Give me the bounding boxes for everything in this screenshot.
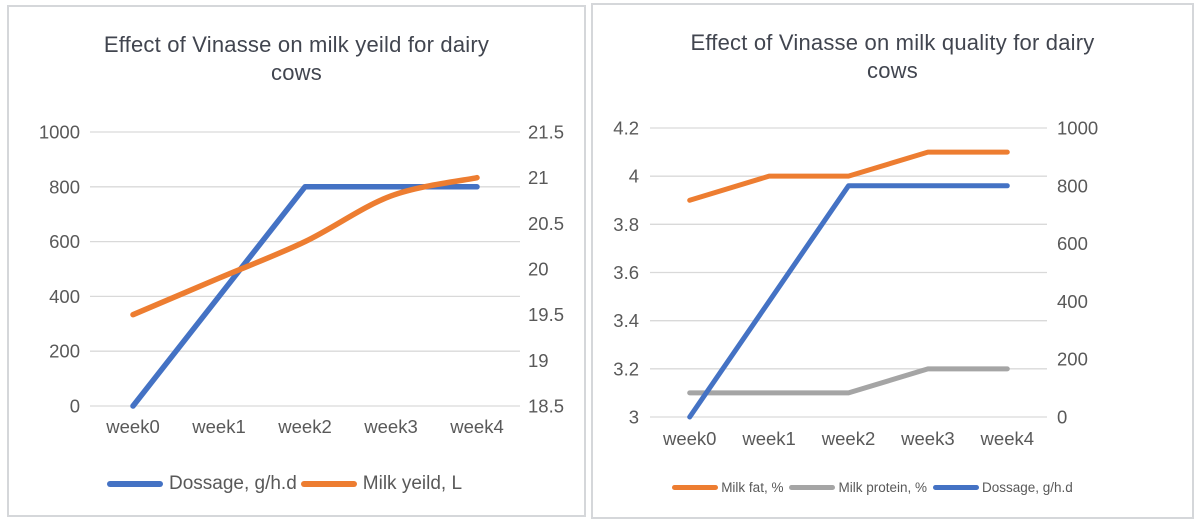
chart-title-milk-quality: Effect of Vinasse on milk quality for da…: [690, 30, 1095, 83]
legend-item-milk-yeild-l[interactable]: Milk yeild, L: [300, 473, 463, 495]
secondary-axis-tick-label: 20.5: [528, 213, 564, 234]
secondary-axis-tick-label: 18.5: [528, 396, 564, 417]
x-axis-tick-label: week3: [363, 416, 417, 437]
secondary-axis-tick-label: 200: [1057, 349, 1088, 370]
y-axis-tick-label: 4: [629, 166, 639, 187]
legend-label: Milk yeild, L: [362, 473, 463, 494]
legend-swatch-milk-yeild-l: [300, 481, 357, 487]
y-axis-tick-label: 3.4: [613, 310, 639, 331]
y-axis-tick-label: 200: [49, 341, 80, 362]
secondary-axis-tick-label: 0: [1057, 407, 1067, 428]
legend-item-milk-protein[interactable]: Milk protein, %: [789, 480, 927, 495]
milk-yield-plot-area: 1000 800 600 400 200 0 21.5 21 20.5 20 19.5 19 18.5 w…: [39, 122, 564, 438]
y-axis-tick-label: 3.2: [613, 358, 639, 379]
chart-title-milk-yield: Effect of Vinasse on milk yeild for dair…: [103, 32, 490, 85]
y-axis-tick-label: 800: [49, 176, 80, 197]
milk-yield-chart-card[interactable]: Effect of Vinasse on milk yeild for dair…: [7, 5, 586, 517]
legend-item-milk-fat[interactable]: Milk fat, %: [672, 480, 783, 495]
secondary-axis-tick-label: 400: [1057, 291, 1088, 312]
legend-item-dossage-g-h-d[interactable]: Dossage, g/h.d: [106, 473, 297, 495]
x-axis-tick-label: week4: [980, 428, 1034, 449]
x-axis-tick-label: week0: [105, 416, 159, 437]
secondary-axis-tick-label: 600: [1057, 233, 1088, 254]
milk-yield-legend: Dossage, g/h.d Milk yeild, L: [0, 473, 572, 495]
legend-label: Milk fat, %: [721, 480, 784, 495]
x-axis-tick-label: week1: [741, 428, 795, 449]
legend-label: Dossage, g/h.d: [981, 480, 1073, 495]
milk-quality-plot-area: 4.2 4 3.8 3.6 3.4 3.2 3 1000 800 600 400 200 0 week0 w…: [613, 118, 1098, 450]
secondary-axis-tick-label: 21: [528, 167, 549, 188]
secondary-axis-tick-label: 800: [1057, 175, 1088, 196]
legend-swatch-dossage-g-h-d: [106, 481, 163, 487]
secondary-axis-tick-label: 21.5: [528, 122, 564, 143]
secondary-axis-tick-label: 20: [528, 259, 549, 280]
series-line-milk-protein[interactable]: [687, 366, 1010, 396]
legend-label: Milk protein, %: [838, 480, 927, 495]
x-axis-tick-label: week2: [821, 428, 875, 449]
legend-swatch-dossage-g-h-d: [932, 485, 979, 490]
milk-quality-legend: Milk fat, % Milk protein, % Dossage, g/h.d: [573, 480, 1172, 495]
secondary-axis-tick-label: 19: [528, 350, 549, 371]
y-axis-tick-label: 3: [629, 407, 639, 428]
x-axis-tick-label: week4: [449, 416, 503, 437]
legend-label: Dossage, g/h.d: [168, 473, 297, 494]
y-axis-tick-label: 1000: [39, 122, 80, 143]
x-axis-tick-label: week0: [662, 428, 716, 449]
y-axis-tick-label: 4.2: [613, 118, 639, 139]
y-axis-tick-label: 600: [49, 231, 80, 252]
legend-swatch-milk-protein: [789, 485, 836, 490]
y-axis-tick-label: 400: [49, 286, 80, 307]
series-line-dossage-g-h-d[interactable]: [687, 183, 1010, 420]
secondary-axis-tick-label: 1000: [1057, 118, 1098, 139]
x-axis-tick-label: week1: [191, 416, 245, 437]
series-line-milk-fat[interactable]: [687, 149, 1010, 203]
series-line-milk-yeild-l[interactable]: [130, 174, 480, 318]
legend-item-dossage-g-h-d[interactable]: Dossage, g/h.d: [932, 480, 1073, 495]
x-axis-tick-label: week2: [277, 416, 331, 437]
y-axis-tick-label: 0: [70, 396, 80, 417]
secondary-axis-tick-label: 19.5: [528, 304, 564, 325]
x-axis-tick-label: week3: [900, 428, 954, 449]
y-axis-tick-label: 3.8: [613, 214, 639, 235]
y-axis-tick-label: 3.6: [613, 262, 639, 283]
legend-swatch-milk-fat: [672, 485, 719, 490]
milk-quality-chart-card[interactable]: Effect of Vinasse on milk quality for da…: [591, 3, 1194, 519]
